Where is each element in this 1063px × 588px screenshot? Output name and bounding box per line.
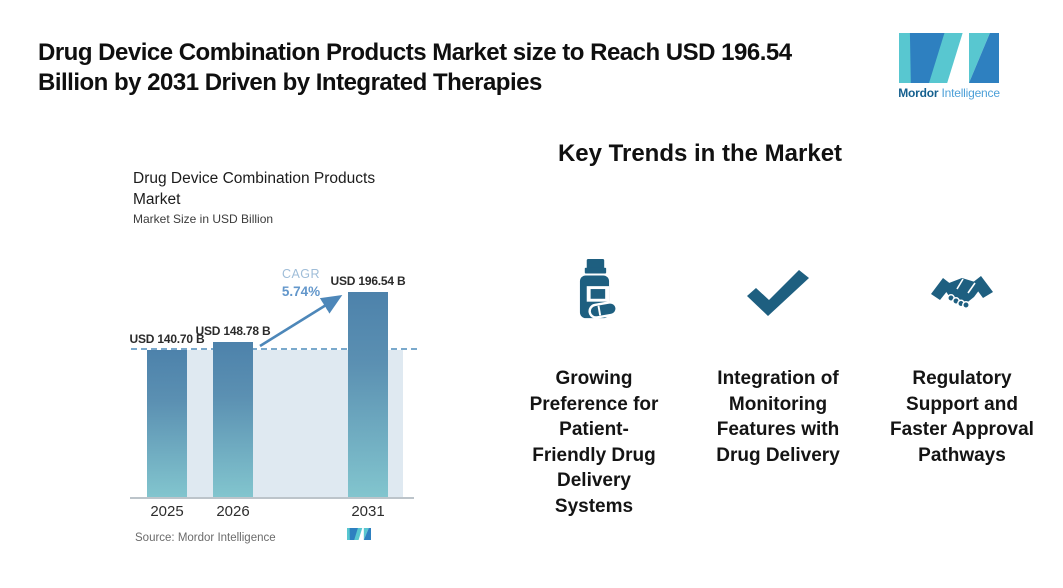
brand-name: Mordor Intelligence bbox=[898, 86, 1000, 100]
pill-bottle-icon bbox=[579, 258, 618, 319]
cagr-value: 5.74% bbox=[281, 284, 321, 299]
page-title: Drug Device Combination Products Market … bbox=[38, 39, 792, 96]
trend-item-drug-delivery: Growing Preference for Patient- Friendly… bbox=[502, 254, 686, 519]
trend-label: Regulatory Support and Faster Approval P… bbox=[890, 368, 1034, 466]
bar-value-2031: USD 196.54 B bbox=[330, 274, 406, 288]
mordor-logo-icon-small bbox=[347, 528, 371, 540]
bar-value-2025: USD 140.70 B bbox=[129, 332, 205, 346]
checkmark-icon bbox=[747, 270, 809, 316]
mordor-logo-icon bbox=[899, 33, 999, 83]
bar-value-2026: USD 148.78 B bbox=[195, 324, 271, 338]
key-trends-row: Growing Preference for Patient- Friendly… bbox=[502, 254, 1054, 519]
source-note: Source: Mordor Intelligence bbox=[135, 532, 276, 544]
trend-item-regulatory: Regulatory Support and Faster Approval P… bbox=[870, 254, 1054, 519]
bar-2025 bbox=[147, 350, 187, 497]
trend-label: Growing Preference for Patient- Friendly… bbox=[529, 368, 659, 517]
x-tick-2026: 2026 bbox=[216, 503, 250, 520]
chart-subtitle: Market Size in USD Billion bbox=[133, 212, 274, 226]
x-tick-2031: 2031 bbox=[351, 503, 385, 520]
handshake-icon bbox=[931, 276, 993, 309]
cagr-annotation: CAGR 5.74% bbox=[259, 266, 343, 300]
x-tick-2025: 2025 bbox=[150, 503, 184, 520]
trend-label: Integration of Monitoring Features with … bbox=[716, 368, 840, 466]
bar-2026 bbox=[213, 342, 253, 497]
market-size-chart: Drug Device Combination Products Market … bbox=[125, 160, 425, 570]
mordor-logo: Mordor Intelligence bbox=[893, 33, 1005, 100]
x-axis-line bbox=[130, 497, 414, 499]
reference-dashed-line bbox=[131, 348, 417, 350]
chart-title: Drug Device Combination Products Market bbox=[133, 170, 376, 208]
key-trends-heading: Key Trends in the Market bbox=[557, 140, 843, 167]
cagr-label: CAGR bbox=[281, 267, 321, 281]
bar-2031 bbox=[348, 292, 388, 497]
trend-item-monitoring: Integration of Monitoring Features with … bbox=[686, 254, 870, 519]
